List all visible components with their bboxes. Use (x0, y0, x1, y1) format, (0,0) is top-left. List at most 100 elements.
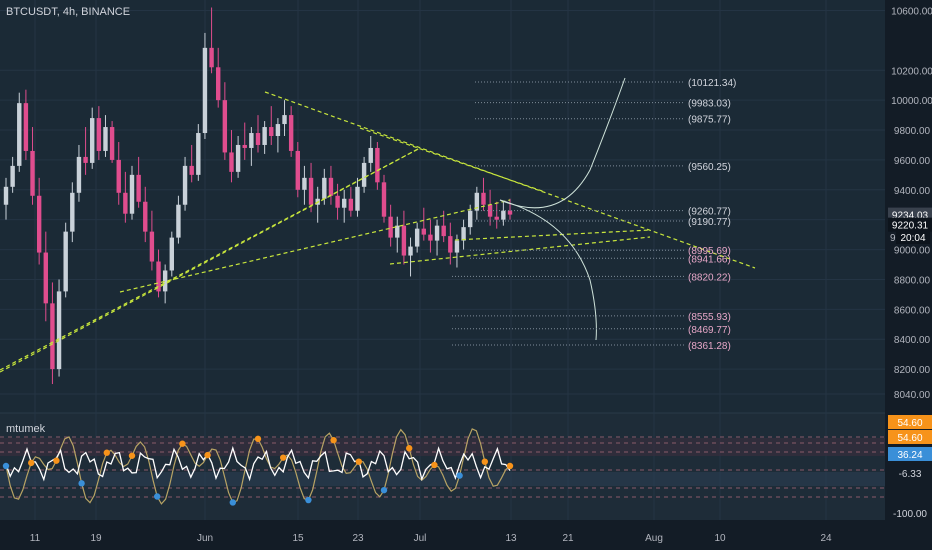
price-tick-label: 10600.00 (891, 7, 932, 18)
candle-body (23, 103, 29, 151)
trend-line (389, 236, 651, 265)
candle-body (474, 192, 480, 211)
price-level-label: (9190.77) (688, 217, 731, 228)
oscillator-dot (28, 459, 35, 467)
candle-body (342, 198, 347, 208)
time-tick-label: 21 (562, 533, 574, 544)
candle-body (83, 156, 88, 163)
candle-body (242, 144, 247, 148)
oscillator-axis-label: 54.60 (897, 418, 922, 429)
trend-line (454, 229, 651, 241)
candle-body (76, 156, 82, 193)
candle-body (63, 231, 68, 292)
price-tick-label: 8400.00 (894, 335, 931, 346)
oscillator-axis-tag (888, 415, 932, 429)
candle-body (30, 150, 35, 196)
projection-curve-up (499, 77, 626, 209)
oscillator-axis-label: -6.33 (899, 469, 922, 480)
candle-body (494, 216, 499, 220)
candle-body (401, 225, 407, 256)
candle-body (17, 103, 22, 166)
oscillator-dot (481, 458, 488, 465)
candle-body (149, 231, 155, 262)
candle-body (421, 228, 426, 235)
candle-body (3, 186, 9, 205)
time-tick-label: Jun (197, 533, 213, 544)
candle-body (308, 177, 314, 205)
price-level-label: (9983.03) (688, 99, 731, 110)
price-tick-label: 10200.00 (891, 66, 932, 77)
candle-body (182, 165, 188, 205)
trend-line (264, 91, 756, 269)
time-tick-label: 13 (505, 533, 517, 544)
candle-body (434, 225, 440, 241)
countdown-value: 20:04 (900, 233, 925, 244)
time-tick-label: 11 (30, 533, 41, 544)
time-tick-label: 23 (352, 533, 364, 544)
candle-body (375, 147, 380, 183)
price-tick-label: 9000.00 (894, 246, 931, 257)
candle-body (255, 133, 261, 145)
oscillator-dot (330, 436, 337, 444)
trend-line (0, 147, 421, 373)
secondary-price-tag (888, 217, 932, 232)
candle-body (282, 115, 287, 125)
candle-body (481, 192, 486, 205)
oscillator-dot (280, 454, 287, 461)
oscillator-dot (179, 440, 186, 447)
candle-body (176, 204, 181, 238)
price-level-label: (8469.77) (688, 325, 731, 336)
oscillator-dot (53, 457, 60, 464)
candle-body (216, 67, 221, 101)
price-level-label: (9560.25) (688, 162, 731, 173)
oscillator-dot (78, 480, 85, 487)
candle-body (96, 118, 102, 151)
candle-body (229, 152, 234, 172)
candle-body (322, 177, 327, 199)
oscillator-dot (506, 462, 514, 470)
oscillator-dot (229, 499, 236, 506)
time-tick-label: 19 (90, 533, 102, 544)
candle-body (10, 165, 15, 187)
candle-body (56, 291, 62, 370)
price-level-label: (8555.93) (688, 312, 731, 323)
oscillator-axis-label: 54.60 (897, 433, 922, 444)
price-level-label: (9875.77) (688, 115, 731, 126)
candle-body (335, 195, 340, 208)
last-price-value: 9234.03 (892, 211, 929, 222)
candle-body (235, 144, 241, 172)
oscillator-oversold-band (0, 472, 885, 486)
candle-body (302, 177, 307, 190)
candle-body (381, 182, 387, 217)
candle-body (43, 252, 48, 304)
candle-body (408, 246, 413, 256)
oscillator-axis-tag (888, 466, 932, 480)
candle-body (288, 115, 294, 151)
oscillator-dot (2, 462, 10, 470)
partial-price-tick: 9 (890, 233, 896, 244)
price-tick-label: 8800.00 (894, 275, 931, 286)
oscillator-axis-label: 36.24 (897, 450, 922, 461)
oscillator-dot (204, 451, 211, 459)
candle-body (262, 127, 267, 145)
oscillator-dot (406, 445, 413, 452)
candle-body (507, 210, 513, 215)
candle-body (136, 174, 141, 202)
oscillator-axis-tag (888, 447, 932, 461)
candle-body (269, 127, 274, 137)
candle-body (50, 303, 55, 370)
price-tick-label: 10000.00 (891, 96, 932, 107)
candle-body (116, 159, 121, 193)
price-level-label: (8941.66) (688, 254, 731, 265)
candle-body (355, 186, 360, 211)
oscillator-axis-tag (888, 506, 932, 520)
oscillator-dot (128, 452, 136, 459)
candle-body (202, 47, 208, 134)
projection-curve-down (499, 199, 597, 341)
candle-body (441, 225, 446, 237)
candle-body (169, 237, 174, 271)
candle-body (414, 228, 420, 247)
candle-body (368, 147, 373, 163)
